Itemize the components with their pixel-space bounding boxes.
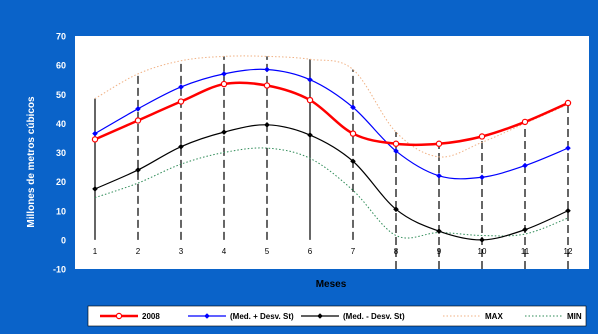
y-tick-label: 0 [61,235,66,245]
x-tick-label: 8 [394,247,399,256]
data-point-med-desv-st-12 [565,145,571,151]
data-point-2008-9 [435,140,443,147]
legend-label-max: MAX [485,312,503,321]
data-point-2008-6 [306,96,314,104]
y-tick-label: 70 [56,32,66,42]
series-line-min [94,147,569,239]
x-tick-label: 4 [222,247,227,256]
x-tick-label: 2 [136,247,141,256]
data-point-med-desv-st-9 [436,228,442,234]
legend-label-min: MIN [567,312,582,321]
y-tick-label: 50 [56,90,66,100]
data-point-med-desv-st-8 [393,206,399,213]
data-point-2008-1 [91,136,99,143]
data-point-2008-5 [263,82,271,89]
series-line-med-desv-st [94,68,569,180]
data-point-med-desv-st-7 [350,104,356,111]
data-point-med-desv-st-12 [565,207,571,214]
data-point-med-desv-st-6 [307,132,313,138]
x-axis-title: Meses [316,279,347,290]
data-point-med-desv-st-10 [479,174,485,181]
data-point-med-desv-st-3 [178,84,184,90]
data-point-med-desv-st-5 [264,66,270,73]
x-tick-label: 11 [521,247,530,256]
legend-label-med-desv-st: (Med. + Desv. St) [230,312,294,321]
x-tick-label: 3 [179,247,184,256]
data-point-med-desv-st-11 [522,226,528,233]
data-point-2008-7 [349,130,357,137]
y-tick-label: 30 [56,148,66,158]
data-point-med-desv-st-1 [92,130,98,137]
data-point-med-desv-st-4 [221,129,227,135]
x-tick-label: 6 [308,247,313,256]
series-line-max [94,55,569,158]
data-point-med-desv-st-11 [522,162,528,169]
data-point-2008-4 [220,80,228,88]
data-point-med-desv-st-7 [350,158,356,165]
x-tick-label: 12 [564,247,573,256]
data-point-2008-3 [177,98,185,105]
legend-marker-2008 [115,312,123,320]
data-point-med-desv-st-9 [436,173,442,179]
data-point-2008-2 [134,117,142,124]
legend-marker-med-desv-st [204,313,210,319]
data-point-2008-12 [564,99,572,107]
data-point-med-desv-st-3 [178,143,184,150]
data-point-2008-8 [392,140,400,147]
data-point-med-desv-st-5 [264,122,270,128]
data-point-2008-11 [521,118,529,126]
y-axis-title: Millones de metros cúbicos [26,96,37,228]
data-point-med-desv-st-2 [135,106,141,112]
legend-marker-med-desv-st [317,313,323,319]
data-point-med-desv-st-2 [135,167,141,173]
x-tick-label: 10 [478,247,487,256]
legend-label-med-desv-st: (Med. - Desv. St) [343,312,405,321]
y-tick-label: 20 [56,177,66,187]
x-tick-label: 9 [437,247,442,256]
y-tick-label: 60 [56,61,66,71]
y-tick-label: 40 [56,119,66,129]
series-line-2008 [94,81,569,147]
x-tick-label: 5 [265,247,270,256]
data-point-med-desv-st-8 [393,148,399,154]
x-tick-label: 7 [351,247,356,256]
legend-label-2008: 2008 [142,312,160,321]
data-point-med-desv-st-4 [221,71,227,77]
x-tick-label: 1 [93,247,98,256]
data-point-med-desv-st-1 [92,186,98,192]
data-point-med-desv-st-10 [479,237,485,243]
y-tick-label: 10 [56,206,66,216]
y-tick-label: -10 [53,265,66,275]
data-point-2008-10 [478,133,486,140]
series-line-med-desv-st [94,124,569,241]
plot-area [75,36,589,269]
data-point-med-desv-st-6 [307,76,313,83]
